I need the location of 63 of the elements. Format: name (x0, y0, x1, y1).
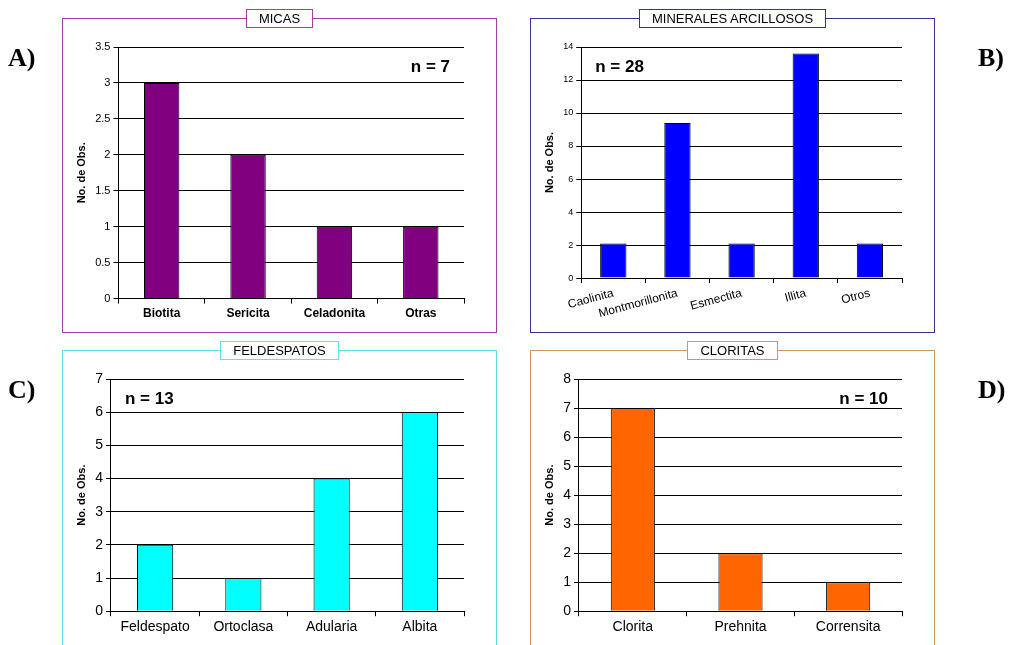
y-tick-label: 2 (104, 147, 111, 160)
y-tick-label: 2 (95, 535, 104, 552)
y-tick-label: 1.5 (95, 183, 111, 196)
y-tick-label: 4 (95, 469, 104, 486)
x-tick-label: Clorita (612, 618, 654, 635)
x-tick-label: Albita (402, 618, 438, 635)
y-tick-label: 2.5 (95, 111, 111, 124)
x-tick-label: Sericita (226, 306, 271, 321)
annotation: n = 13 (124, 388, 174, 408)
y-tick-label: 3 (563, 514, 572, 531)
chart-title: FELDESPATOS (220, 341, 339, 360)
x-tick-label: Corrensita (815, 618, 881, 635)
x-tick-label: Celadonita (303, 306, 366, 321)
text: D) (978, 375, 1006, 405)
y-tick-label: 0 (568, 272, 574, 283)
y-tick-label: 3 (95, 502, 104, 519)
text: A) (8, 43, 36, 73)
x-tick-label: Ortoclasa (213, 618, 274, 635)
y-axis-title: No. de Obs. (542, 131, 555, 194)
annotation: n = 7 (410, 56, 450, 76)
y-tick-label: 10 (563, 107, 574, 118)
y-tick-label: 0.5 (95, 255, 111, 268)
x-tick-label: Illita (783, 285, 808, 305)
y-tick-label: 5 (563, 456, 572, 473)
y-tick-label: 12 (563, 74, 574, 85)
text: C) (8, 375, 36, 405)
x-tick-label: Adularia (305, 618, 358, 635)
y-tick-label: 2 (568, 239, 574, 250)
y-tick-label: 3.5 (95, 40, 111, 53)
y-tick-label: 0 (95, 602, 104, 619)
y-tick-label: 5 (95, 436, 104, 453)
chart-title: CLORITAS (687, 341, 778, 360)
y-axis-title: No. de Obs. (542, 464, 555, 526)
annotation: n = 10 (839, 388, 888, 408)
y-tick-label: 6 (95, 403, 104, 420)
y-tick-label: 7 (563, 398, 572, 415)
y-tick-label: 0 (104, 291, 111, 304)
y-tick-label: 14 (563, 41, 574, 52)
chart-title: MINERALES ARCILLOSOS (638, 9, 827, 28)
y-tick-label: 8 (568, 140, 574, 151)
y-tick-label: 1 (104, 219, 111, 232)
y-tick-label: 8 (563, 369, 572, 386)
y-tick-label: 6 (568, 173, 574, 184)
y-tick-label: 7 (95, 369, 104, 386)
y-tick-label: 4 (563, 485, 572, 502)
x-tick-label: Feldespato (120, 618, 190, 635)
y-axis-title: No. de Obs. (74, 464, 87, 526)
y-tick-label: 1 (563, 573, 572, 590)
x-tick-label: Otras (405, 306, 437, 321)
x-tick-label: Otros (839, 285, 872, 307)
y-tick-label: 4 (568, 206, 574, 217)
annotation: n = 28 (595, 56, 644, 76)
y-tick-label: 6 (563, 427, 572, 444)
x-tick-label: Prehnita (714, 618, 767, 635)
chart-title: MICAS (245, 9, 314, 28)
y-tick-label: 1 (95, 568, 104, 585)
x-tick-label: Biotita (143, 306, 181, 321)
y-tick-label: 0 (563, 602, 572, 619)
x-tick-label: Esmectita (688, 285, 744, 313)
y-tick-label: 2 (563, 544, 572, 561)
text: B) (978, 43, 1004, 73)
y-tick-label: 3 (104, 75, 111, 88)
y-axis-title: No. de Obs. (74, 142, 87, 204)
